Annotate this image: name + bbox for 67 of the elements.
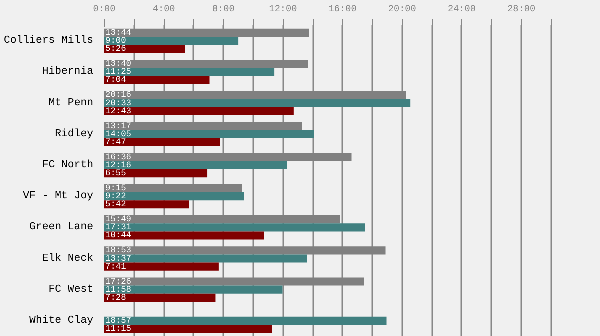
bar [104, 45, 186, 54]
data-label: 5:26 [106, 44, 126, 54]
data-label: 9:00 [106, 36, 126, 46]
y-tick-label: White Clay [30, 314, 94, 327]
bar [104, 224, 366, 232]
x-tick-label: 4:00 [152, 4, 176, 14]
y-tick-label: Colliers Mills [4, 35, 94, 48]
data-label: 15:49 [106, 214, 132, 225]
data-label: 18:53 [106, 246, 132, 256]
data-label: 7:41 [106, 262, 126, 272]
data-label: 7:28 [106, 292, 126, 303]
bar [104, 200, 190, 209]
y-tick-label: VF - Mt Joy [23, 190, 94, 203]
data-label: 11:58 [106, 284, 132, 295]
data-label: 10:44 [106, 230, 132, 241]
data-label: 6:55 [106, 168, 126, 179]
data-label: 12:16 [106, 160, 132, 170]
data-label: 11:25 [106, 67, 132, 78]
data-label: 18:57 [106, 316, 132, 326]
bar [104, 107, 294, 116]
bar [104, 316, 387, 325]
bar [104, 286, 283, 294]
data-label: 13:40 [106, 59, 132, 70]
bar [104, 169, 208, 178]
y-tick-label: Elk Neck [42, 252, 94, 265]
data-label: 13:17 [106, 121, 132, 132]
y-tick-label: Mt Penn [48, 97, 94, 110]
bar [104, 37, 239, 46]
y-tick-label: Ridley [55, 128, 94, 140]
x-tick-label: 12:00 [269, 4, 298, 14]
data-label: 5:42 [106, 200, 126, 210]
data-label: 16:36 [106, 152, 132, 162]
data-label: 17:31 [106, 222, 132, 233]
data-label: 13:44 [106, 28, 132, 38]
data-label: 20:33 [106, 98, 132, 108]
data-label: 17:26 [106, 276, 132, 287]
bar [104, 294, 216, 302]
x-tick-label: 0:00 [93, 4, 116, 14]
x-tick-label: 16:00 [328, 4, 358, 14]
y-tick-label: Green Lane [30, 222, 94, 234]
bar [104, 130, 314, 138]
bar [104, 192, 244, 201]
data-label: 13:37 [106, 254, 132, 264]
data-label: 7:47 [106, 137, 126, 148]
bar [104, 99, 411, 108]
data-label: 14:05 [106, 129, 132, 140]
bar [104, 161, 288, 170]
bar [104, 76, 210, 84]
data-label: 7:04 [106, 75, 126, 86]
data-label: 12:43 [106, 106, 132, 116]
data-label: 20:16 [106, 90, 132, 100]
data-label: 9:22 [106, 192, 126, 202]
y-tick-label: FC North [42, 159, 94, 172]
bar [104, 232, 264, 240]
x-tick-label: 28:00 [508, 4, 536, 14]
y-tick-label: FC West [48, 284, 94, 296]
x-tick-label: 24:00 [448, 4, 476, 14]
x-tick-label: 8:00 [212, 4, 236, 14]
bar [104, 254, 308, 263]
x-tick-label: 20:00 [388, 4, 417, 14]
bar [104, 262, 219, 271]
bar [104, 324, 272, 334]
bar [104, 138, 220, 146]
data-label: 11:15 [106, 324, 132, 334]
y-tick-label: Hibernia [42, 66, 94, 78]
data-label: 9:15 [106, 183, 126, 194]
bar [104, 68, 275, 76]
